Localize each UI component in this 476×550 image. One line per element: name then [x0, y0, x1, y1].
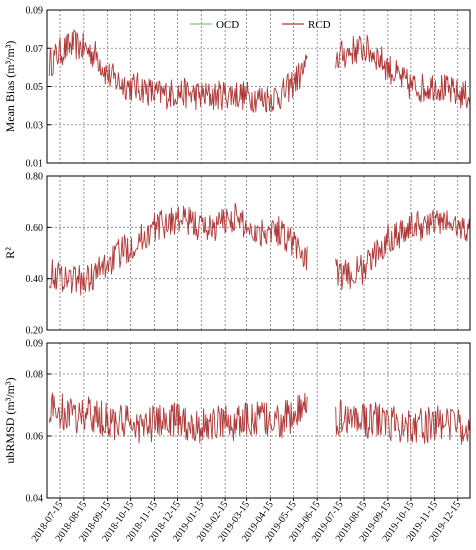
r-squared-y-tick-label: 0.80: [26, 172, 44, 183]
r-squared-y-axis-label: R²: [3, 247, 17, 259]
ubrmsd-y-tick-label: 0.09: [26, 339, 44, 350]
panel-ubrmsd: 0.04 0.06 0.08 0.09 ubRMSD (m³/m³): [3, 339, 471, 505]
mean-bias-frame: [46, 9, 471, 164]
mean-bias-y-tick-labels: 0.01 0.03 0.05 0.07 0.09: [26, 6, 44, 170]
mean-bias-series: [48, 29, 471, 113]
legend-label-ocd: OCD: [216, 19, 239, 31]
legend: OCD RCD: [190, 19, 331, 31]
r-squared-y-tick-label: 0.20: [26, 326, 44, 337]
ubrmsd-y-axis-label: ubRMSD (m³/m³): [3, 377, 17, 463]
r-squared-grid: [47, 175, 470, 331]
mean-bias-grid: [47, 9, 470, 164]
mean-bias-y-tick-label: 0.03: [26, 120, 44, 131]
r-squared-y-tick-label: 0.60: [26, 223, 44, 234]
mean-bias-y-axis-label: Mean Bias (m³/m³): [3, 41, 17, 133]
r-squared-series: [48, 202, 471, 296]
ubrmsd-y-tick-labels: 0.04 0.06 0.08 0.09: [26, 339, 44, 505]
ubrmsd-y-tick-label: 0.08: [26, 370, 44, 381]
ubrmsd-frame: [46, 342, 471, 499]
r-squared-series-rcd: [48, 202, 471, 296]
r-squared-frame: [46, 175, 471, 331]
r-squared-y-tick-labels: 0.20 0.40 0.60 0.80: [26, 172, 44, 337]
mean-bias-y-tick-label: 0.09: [26, 6, 44, 17]
ubrmsd-y-tick-label: 0.04: [26, 494, 44, 505]
mean-bias-series-rcd: [48, 29, 471, 113]
x-axis-tick-labels: 2018-07-152018-08-152018-09-152018-10-15…: [30, 498, 463, 544]
ubrmsd-series-rcd: [48, 392, 471, 445]
panel-r-squared: 0.20 0.40 0.60 0.80 R²: [3, 172, 471, 337]
mean-bias-y-tick-label: 0.05: [26, 82, 44, 93]
r-squared-y-tick-label: 0.40: [26, 274, 44, 285]
panel-mean-bias: 0.01 0.03 0.05 0.07 0.09 Mean Bias (m³/m³) O…: [3, 6, 471, 170]
mean-bias-y-tick-label: 0.01: [26, 159, 44, 170]
ubrmsd-y-tick-label: 0.06: [26, 432, 44, 443]
legend-label-rcd: RCD: [308, 19, 331, 31]
mean-bias-y-tick-label: 0.07: [26, 44, 44, 55]
ubrmsd-series: [48, 392, 471, 445]
